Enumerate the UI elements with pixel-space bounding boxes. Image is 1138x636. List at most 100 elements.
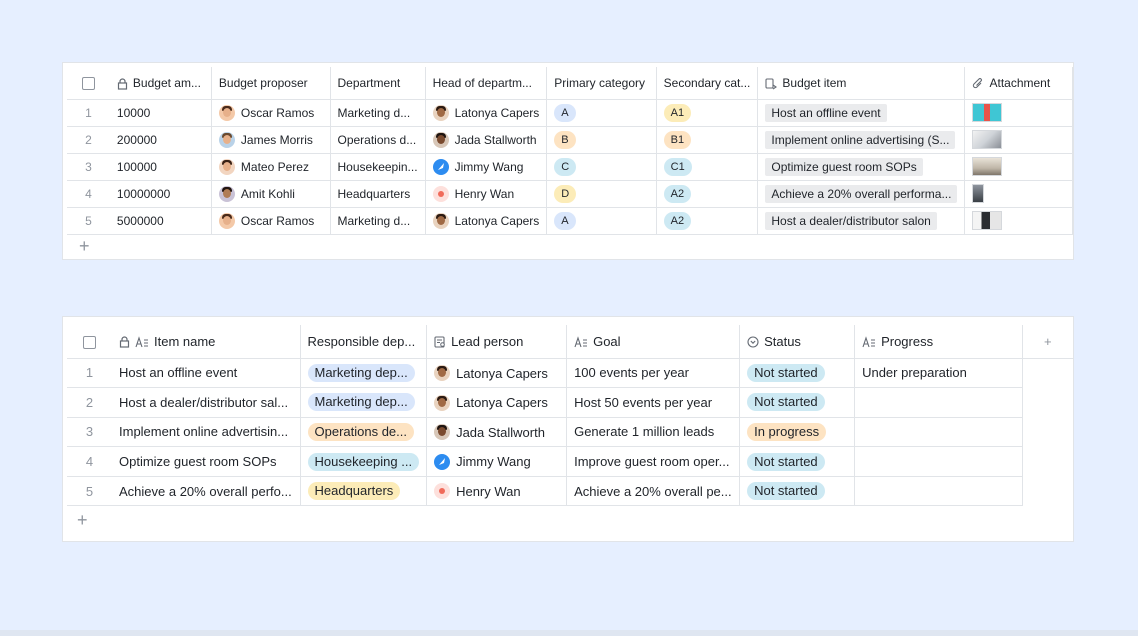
- primary-category-cell[interactable]: B: [546, 126, 657, 154]
- budget-amount-cell[interactable]: 100000: [109, 153, 212, 181]
- attachment-thumbnail[interactable]: [972, 157, 1003, 176]
- department-cell[interactable]: Headquarters: [330, 180, 426, 208]
- lead-person-cell[interactable]: Latonya Capers: [426, 358, 568, 389]
- table-row[interactable]: 4 Optimize guest room SOPs Housekeeping …: [67, 446, 1073, 477]
- checkbox-icon[interactable]: [81, 76, 95, 90]
- department-cell[interactable]: Marketing d...: [330, 207, 426, 235]
- budget-amount-cell[interactable]: 5000000: [109, 207, 212, 235]
- header-attachment[interactable]: Attachment: [964, 67, 1073, 100]
- department-cell[interactable]: Operations d...: [330, 126, 426, 154]
- budget-proposer-cell[interactable]: Amit Kohli: [211, 180, 331, 208]
- header-responsible-department[interactable]: Responsible dep...: [300, 325, 428, 359]
- item-name-cell[interactable]: Host an offline event: [112, 358, 301, 389]
- status-cell[interactable]: Not started: [739, 387, 856, 418]
- primary-category-cell[interactable]: D: [546, 180, 657, 208]
- checkbox-icon[interactable]: [83, 335, 96, 349]
- goal-cell[interactable]: Generate 1 million leads: [566, 417, 741, 448]
- head-of-department-cell[interactable]: Latonya Capers: [425, 207, 548, 235]
- lead-person-cell[interactable]: Jimmy Wang: [426, 446, 568, 477]
- table-row[interactable]: 5 Achieve a 20% overall perfo... Headqua…: [67, 476, 1073, 507]
- table-row[interactable]: 3 100000 Mateo Perez Housekeepin... Jimm…: [67, 153, 1073, 181]
- responsible-department-cell[interactable]: Headquarters: [300, 476, 428, 507]
- attachment-thumbnail[interactable]: [972, 130, 1003, 149]
- secondary-category-cell[interactable]: A1: [656, 99, 759, 127]
- header-goal[interactable]: Goal: [566, 325, 741, 359]
- primary-category-cell[interactable]: A: [546, 99, 657, 127]
- status-cell[interactable]: In progress: [739, 417, 856, 448]
- budget-item-cell[interactable]: Optimize guest room SOPs: [757, 153, 966, 181]
- attachment-thumbnail[interactable]: [972, 103, 1003, 122]
- lead-person-cell[interactable]: Latonya Capers: [426, 387, 568, 418]
- progress-cell[interactable]: [854, 387, 1024, 418]
- attachment-cell[interactable]: [964, 99, 1073, 127]
- head-of-department-cell[interactable]: Henry Wan: [425, 180, 548, 208]
- header-budget-item[interactable]: Budget item: [757, 67, 966, 100]
- progress-cell[interactable]: [854, 476, 1024, 507]
- header-primary-category[interactable]: Primary category: [546, 67, 657, 100]
- header-status[interactable]: Status: [739, 325, 856, 359]
- header-department[interactable]: Department: [330, 67, 426, 100]
- attachment-thumbnail[interactable]: [972, 211, 1003, 230]
- budget-item-cell[interactable]: Achieve a 20% overall performa...: [757, 180, 966, 208]
- lead-person-cell[interactable]: Henry Wan: [426, 476, 568, 507]
- responsible-department-cell[interactable]: Marketing dep...: [300, 387, 428, 418]
- table-row[interactable]: 5 5000000 Oscar Ramos Marketing d... Lat…: [67, 207, 1073, 235]
- table-row[interactable]: 2 200000 James Morris Operations d... Ja…: [67, 126, 1073, 154]
- budget-amount-cell[interactable]: 10000000: [109, 180, 212, 208]
- budget-item-cell[interactable]: Host an offline event: [757, 99, 966, 127]
- secondary-category-cell[interactable]: A2: [656, 207, 759, 235]
- select-all-checkbox[interactable]: [67, 67, 110, 100]
- budget-amount-cell[interactable]: 10000: [109, 99, 212, 127]
- goal-cell[interactable]: Achieve a 20% overall pe...: [566, 476, 741, 507]
- table-row[interactable]: 3 Implement online advertisin... Operati…: [67, 417, 1073, 448]
- add-column-button[interactable]: +: [1022, 325, 1073, 359]
- header-budget-amount[interactable]: Budget am...: [109, 67, 212, 100]
- secondary-category-cell[interactable]: C1: [656, 153, 759, 181]
- add-row-button[interactable]: +: [77, 510, 88, 530]
- budget-proposer-cell[interactable]: James Morris: [211, 126, 331, 154]
- attachment-thumbnail[interactable]: [972, 184, 985, 203]
- attachment-cell[interactable]: [964, 126, 1073, 154]
- item-name-cell[interactable]: Achieve a 20% overall perfo...: [112, 476, 301, 507]
- budget-proposer-cell[interactable]: Oscar Ramos: [211, 99, 331, 127]
- status-cell[interactable]: Not started: [739, 476, 856, 507]
- primary-category-cell[interactable]: A: [546, 207, 657, 235]
- budget-item-cell[interactable]: Implement online advertising (S...: [757, 126, 966, 154]
- item-name-cell[interactable]: Host a dealer/distributor sal...: [112, 387, 301, 418]
- head-of-department-cell[interactable]: Jada Stallworth: [425, 126, 548, 154]
- header-budget-proposer[interactable]: Budget proposer: [211, 67, 331, 100]
- primary-category-cell[interactable]: C: [546, 153, 657, 181]
- responsible-department-cell[interactable]: Housekeeping ...: [300, 446, 428, 477]
- goal-cell[interactable]: 100 events per year: [566, 358, 741, 389]
- status-cell[interactable]: Not started: [739, 358, 856, 389]
- header-secondary-category[interactable]: Secondary cat...: [656, 67, 759, 100]
- progress-cell[interactable]: [854, 446, 1024, 477]
- header-item-name[interactable]: Item name: [112, 325, 301, 359]
- budget-proposer-cell[interactable]: Oscar Ramos: [211, 207, 331, 235]
- header-lead-person[interactable]: Lead person: [426, 325, 568, 359]
- goal-cell[interactable]: Host 50 events per year: [566, 387, 741, 418]
- lead-person-cell[interactable]: Jada Stallworth: [426, 417, 568, 448]
- head-of-department-cell[interactable]: Jimmy Wang: [425, 153, 548, 181]
- item-name-cell[interactable]: Implement online advertisin...: [112, 417, 301, 448]
- attachment-cell[interactable]: [964, 180, 1073, 208]
- department-cell[interactable]: Housekeepin...: [330, 153, 426, 181]
- progress-cell[interactable]: Under preparation: [854, 358, 1024, 389]
- secondary-category-cell[interactable]: B1: [656, 126, 759, 154]
- secondary-category-cell[interactable]: A2: [656, 180, 759, 208]
- budget-item-cell[interactable]: Host a dealer/distributor salon: [757, 207, 966, 235]
- status-cell[interactable]: Not started: [739, 446, 856, 477]
- attachment-cell[interactable]: [964, 207, 1073, 235]
- budget-proposer-cell[interactable]: Mateo Perez: [211, 153, 331, 181]
- progress-cell[interactable]: [854, 417, 1024, 448]
- header-head-of-department[interactable]: Head of departm...: [425, 67, 548, 100]
- responsible-department-cell[interactable]: Operations de...: [300, 417, 428, 448]
- add-row-button[interactable]: +: [79, 236, 90, 256]
- goal-cell[interactable]: Improve guest room oper...: [566, 446, 741, 477]
- table-row[interactable]: 4 10000000 Amit Kohli Headquarters Henry…: [67, 180, 1073, 208]
- budget-amount-cell[interactable]: 200000: [109, 126, 212, 154]
- table-row[interactable]: 1 10000 Oscar Ramos Marketing d... Laton…: [67, 99, 1073, 127]
- item-name-cell[interactable]: Optimize guest room SOPs: [112, 446, 301, 477]
- select-all-checkbox[interactable]: [67, 325, 112, 359]
- table-row[interactable]: 1 Host an offline event Marketing dep...…: [67, 358, 1073, 389]
